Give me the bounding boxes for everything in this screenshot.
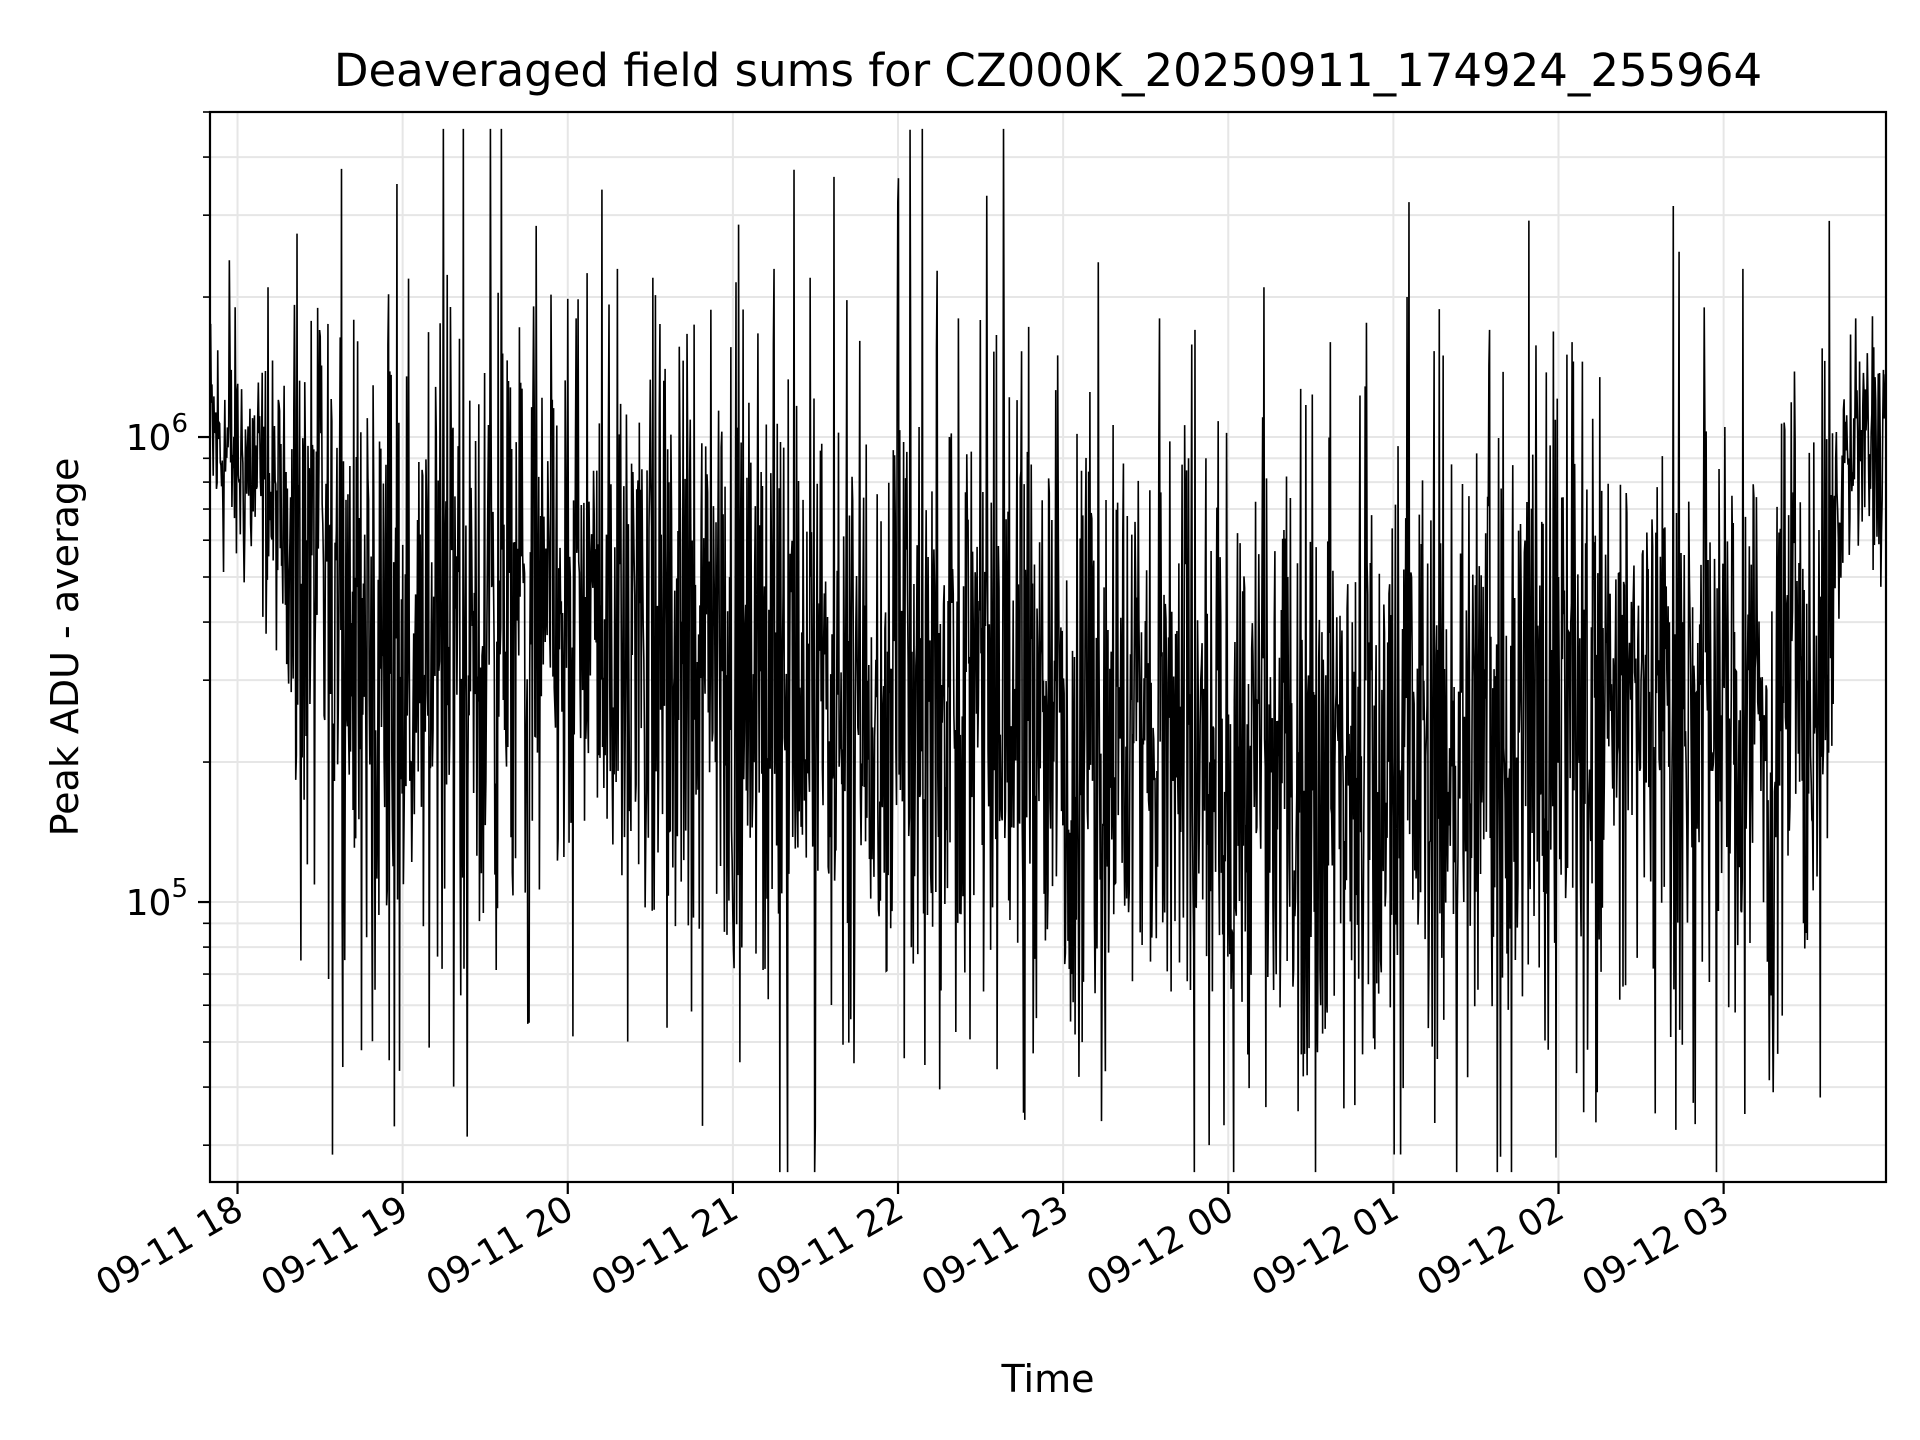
x-tick-label: 09-11 22 — [750, 1188, 911, 1304]
y-tick-label: 106 — [126, 409, 188, 459]
y-tick-label: 105 — [126, 874, 188, 924]
x-tick-label: 09-12 03 — [1575, 1188, 1736, 1304]
x-tick-label: 09-11 18 — [89, 1188, 250, 1304]
x-tick-label: 09-11 19 — [254, 1188, 415, 1304]
plot-frame — [208, 110, 1888, 1184]
x-tick-label: 09-12 00 — [1080, 1188, 1241, 1304]
y-axis-label: Peak ADU - average — [43, 458, 87, 837]
x-tick-label: 09-11 23 — [915, 1188, 1076, 1304]
x-tick-label: 09-11 21 — [585, 1188, 746, 1304]
x-tick-label: 09-11 20 — [420, 1188, 581, 1304]
chart-title: Deaveraged field sums for CZ000K_2025091… — [334, 44, 1762, 97]
x-tick-label: 09-12 01 — [1245, 1188, 1406, 1304]
series-layer — [209, 128, 1887, 1173]
x-tick-label: 09-12 02 — [1410, 1188, 1571, 1304]
series-line — [209, 128, 1887, 1173]
x-axis-label: Time — [1001, 1357, 1095, 1401]
